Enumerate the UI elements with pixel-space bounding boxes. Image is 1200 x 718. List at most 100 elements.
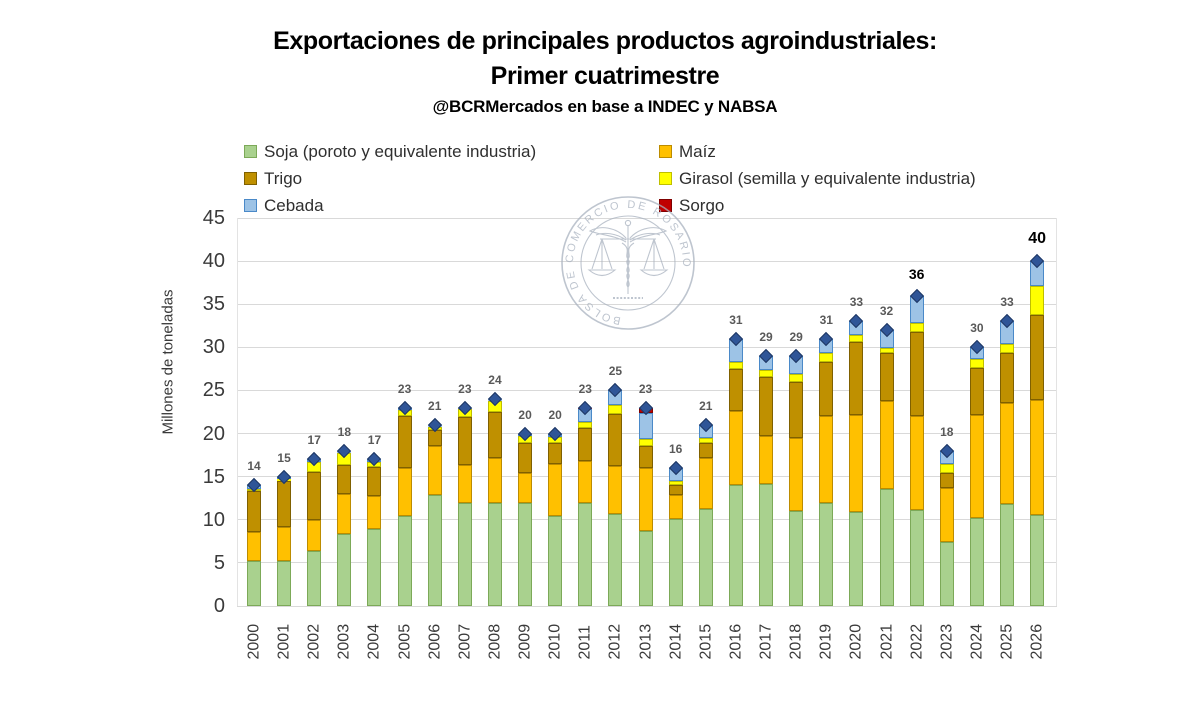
bar-segment: [849, 335, 864, 343]
bar-segment: [728, 485, 743, 606]
total-label: 16: [668, 442, 683, 457]
bar-segment: [457, 464, 472, 503]
x-tick-label: 2009: [516, 623, 534, 660]
legend-swatch-icon: [659, 145, 672, 158]
x-tick-label: 2002: [305, 623, 323, 660]
bar-segment: [307, 472, 322, 520]
y-tick-label: 35: [202, 293, 225, 316]
y-tick-label: 30: [202, 336, 225, 359]
bar-segment: [819, 416, 834, 503]
x-tick-label: 2023: [938, 623, 956, 660]
bar-segment: [969, 518, 984, 606]
total-label: 23: [397, 381, 412, 396]
legend-item-1: Soja (poroto y equivalente industria): [244, 142, 659, 162]
bar-segment: [397, 416, 412, 469]
bar-segment: [819, 353, 834, 362]
x-tick-label: 2008: [486, 623, 504, 660]
x-tick-label: 2001: [275, 623, 293, 660]
bar-segment: [969, 359, 984, 368]
total-label: 32: [879, 304, 894, 319]
bar-segment: [487, 412, 502, 458]
title-block: Exportaciones de principales productos a…: [5, 24, 1200, 117]
bar-segment: [668, 485, 683, 495]
bar-segment: [789, 511, 804, 606]
bar-segment: [1000, 402, 1014, 505]
total-label: 17: [367, 433, 382, 448]
bar-segment: [668, 494, 683, 519]
legend-swatch-icon: [244, 172, 257, 185]
total-label: 23: [638, 381, 653, 396]
bar-segment: [337, 534, 352, 606]
bar-segment: [789, 381, 804, 438]
y-tick-label: 15: [202, 465, 225, 488]
bar-segment: [367, 529, 382, 606]
bar-segment: [638, 468, 653, 531]
bar-segment: [548, 516, 563, 606]
x-tick-label: 2021: [878, 623, 896, 660]
bar-segment: [759, 436, 774, 484]
seal-emblem-icon: [587, 219, 669, 299]
bar-segment: [759, 369, 774, 377]
bar-segment: [728, 361, 743, 369]
total-label: 21: [428, 398, 442, 413]
gridline: [237, 389, 1057, 391]
bar-segment: [307, 519, 322, 551]
total-label: 14: [247, 459, 261, 474]
bar-segment: [909, 323, 924, 332]
total-label: 21: [699, 398, 713, 413]
bar-segment: [608, 413, 623, 467]
bar-segment: [698, 457, 713, 510]
legend-item-5: Cebada: [244, 196, 659, 216]
bar-segment: [1030, 286, 1045, 316]
bar-segment: [578, 503, 593, 606]
bar-segment: [548, 463, 563, 517]
plot-left-border: [237, 218, 238, 606]
bar-segment: [427, 446, 442, 495]
x-tick-label: 2013: [637, 623, 655, 660]
legend-label: Trigo: [264, 168, 303, 188]
legend-swatch-icon: [244, 199, 257, 212]
y-tick-label: 0: [213, 595, 225, 617]
total-label: 25: [608, 364, 623, 379]
x-tick-label: 2006: [426, 623, 444, 660]
bar-segment: [849, 414, 864, 512]
bar-segment: [487, 502, 502, 606]
x-tick-label: 2026: [1028, 623, 1046, 660]
legend-item-6: Sorgo: [659, 196, 976, 216]
x-tick-label: 2007: [456, 623, 474, 660]
y-tick-label: 5: [213, 551, 225, 574]
bar-segment: [1000, 353, 1014, 403]
total-label: 40: [1028, 230, 1047, 248]
total-label: 17: [307, 433, 321, 448]
bar-segment: [909, 331, 924, 417]
bar-segment: [759, 376, 774, 437]
x-tick-label: 2018: [787, 623, 805, 660]
bar-segment: [397, 516, 412, 606]
x-tick-label: 2022: [908, 623, 926, 660]
bcr-seal-watermark-icon: BOLSA DE COMERCIO DE ROSARIO: [561, 196, 695, 330]
y-tick-label: 40: [202, 250, 225, 273]
x-tick-label: 2024: [968, 623, 986, 660]
legend-label: Maíz: [679, 141, 716, 161]
bar-segment: [518, 443, 533, 474]
bar-segment: [427, 430, 442, 447]
bar-segment: [1030, 399, 1045, 516]
bar-segment: [337, 465, 352, 494]
x-tick-label: 2016: [727, 623, 745, 660]
bar-segment: [849, 342, 864, 415]
bar-segment: [457, 502, 472, 606]
total-label: 18: [940, 424, 954, 439]
bar-segment: [939, 463, 954, 474]
bar-segment: [698, 437, 713, 444]
bar-segment: [969, 368, 984, 416]
total-label: 33: [849, 295, 864, 310]
legend-item-2: Maíz: [659, 142, 976, 162]
bar-segment: [819, 502, 834, 606]
y-tick-label: 20: [202, 422, 225, 445]
y-tick-label: 10: [202, 508, 225, 531]
plot-bar-layer: 14 15 17 18 17 23 21 23 24 20 20 23 25 23 16 21 31 29 29 31…: [237, 218, 1057, 606]
x-tick-label: 2000: [245, 623, 263, 660]
bar-segment: [608, 466, 623, 514]
bar-segment: [247, 561, 261, 606]
